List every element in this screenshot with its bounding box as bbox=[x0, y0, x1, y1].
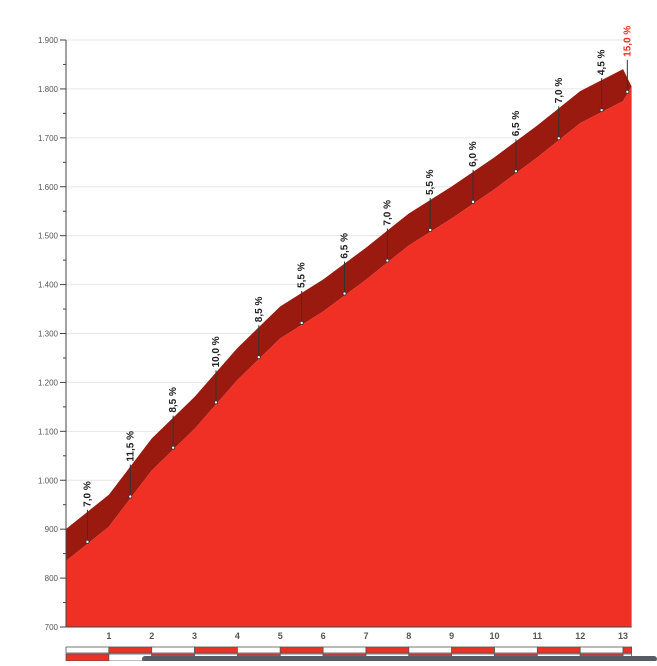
gradient-label: 8,5 % bbox=[254, 297, 265, 323]
y-tick-label: 1.700 bbox=[38, 134, 59, 143]
km-strip-segment bbox=[365, 646, 410, 654]
y-tick-label: 1.500 bbox=[38, 232, 59, 241]
y-tick-label: 1.800 bbox=[38, 85, 59, 94]
y-tick-label: 800 bbox=[45, 574, 59, 583]
km-strip-segment bbox=[151, 646, 195, 654]
km-strip-segment bbox=[494, 646, 538, 654]
gradient-marker-dot bbox=[625, 89, 630, 94]
gradient-marker-dot bbox=[471, 199, 476, 204]
x-tick-label: 8 bbox=[406, 631, 411, 641]
gradient-marker-dot bbox=[256, 355, 261, 360]
profile-area bbox=[66, 86, 632, 628]
km-strip-segment bbox=[536, 646, 581, 654]
gradient-marker-dot bbox=[556, 136, 561, 141]
gradient-marker-dot bbox=[171, 445, 176, 450]
y-tick-label: 1.600 bbox=[38, 183, 59, 192]
x-tick-label: 11 bbox=[533, 631, 543, 641]
gradient-label: 6,0 % bbox=[468, 141, 479, 167]
profile-shade bbox=[66, 69, 632, 561]
km-strip-segment bbox=[451, 646, 495, 654]
x-tick-label: 5 bbox=[278, 631, 283, 641]
gradient-label: 7,0 % bbox=[554, 78, 565, 104]
scrollbar bbox=[142, 656, 657, 662]
x-tick-label: 3 bbox=[192, 631, 197, 641]
gradient-label: 8,5 % bbox=[168, 387, 179, 413]
km-strip-segment bbox=[322, 646, 367, 654]
km-strip-segment bbox=[65, 653, 110, 662]
y-tick-label: 1.900 bbox=[38, 36, 59, 45]
gradient-label: 6,5 % bbox=[340, 233, 351, 259]
gradient-marker-dot bbox=[385, 258, 390, 263]
km-strip-segment bbox=[408, 646, 453, 654]
y-tick-label: 1.300 bbox=[38, 330, 59, 339]
km-strip-segment bbox=[108, 646, 153, 654]
gradient-marker-dot bbox=[428, 227, 433, 232]
gradient-marker-dot bbox=[213, 400, 218, 405]
gradient-label: 5,5 % bbox=[425, 169, 436, 195]
y-tick-label: 700 bbox=[45, 623, 59, 632]
y-tick-label: 1.200 bbox=[38, 378, 59, 387]
gradient-label: 7,0 % bbox=[382, 200, 393, 226]
y-tick-label: 1.000 bbox=[38, 476, 59, 485]
gradient-marker-dot bbox=[85, 539, 90, 544]
x-tick-label: 4 bbox=[235, 631, 240, 641]
gradient-label: 5,5 % bbox=[297, 262, 308, 288]
y-tick-label: 1.400 bbox=[38, 281, 59, 290]
gradient-marker-dot bbox=[299, 320, 304, 325]
gradient-label: 6,5 % bbox=[511, 111, 522, 137]
km-strip-segment bbox=[236, 646, 281, 654]
km-strip-segment bbox=[622, 646, 633, 654]
y-tick-label: 900 bbox=[45, 525, 59, 534]
gradient-label: 7,0 % bbox=[82, 481, 93, 507]
gradient-label: 4,5 % bbox=[597, 49, 608, 75]
x-tick-label: 6 bbox=[321, 631, 326, 641]
x-tick-label: 2 bbox=[149, 631, 154, 641]
y-tick-label: 1.100 bbox=[38, 427, 59, 436]
x-tick-label: 1 bbox=[106, 631, 111, 641]
km-strip-segment bbox=[194, 646, 238, 654]
gradient-marker-dot bbox=[128, 494, 133, 499]
gradient-marker-dot bbox=[599, 108, 604, 113]
gradient-marker-dot bbox=[513, 169, 518, 174]
km-strip-segment bbox=[65, 646, 110, 654]
x-tick-label: 10 bbox=[489, 631, 499, 641]
x-tick-label: 7 bbox=[363, 631, 368, 641]
gradient-label: 11,5 % bbox=[125, 431, 136, 462]
gradient-marker-dot bbox=[342, 291, 347, 296]
x-tick-label: 12 bbox=[575, 631, 585, 641]
gradient-label: 15,0 % bbox=[622, 26, 633, 57]
x-tick-label: 13 bbox=[618, 631, 628, 641]
km-strip-segment bbox=[279, 646, 324, 654]
km-strip-segment bbox=[579, 646, 624, 654]
gradient-label: 10,0 % bbox=[211, 336, 222, 367]
x-tick-label: 9 bbox=[449, 631, 454, 641]
